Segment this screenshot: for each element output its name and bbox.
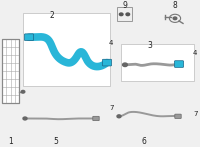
FancyBboxPatch shape (24, 34, 34, 41)
Circle shape (23, 117, 27, 120)
FancyBboxPatch shape (93, 116, 99, 121)
FancyBboxPatch shape (121, 44, 194, 81)
Circle shape (119, 13, 123, 16)
Circle shape (126, 13, 130, 16)
Text: 2: 2 (50, 11, 54, 20)
FancyBboxPatch shape (102, 59, 112, 66)
Circle shape (117, 115, 121, 118)
Text: 5: 5 (54, 137, 58, 146)
Text: 3: 3 (148, 41, 152, 50)
Text: 7: 7 (193, 111, 198, 117)
Circle shape (21, 90, 25, 93)
Circle shape (173, 17, 177, 20)
FancyBboxPatch shape (2, 39, 19, 103)
Text: 4: 4 (193, 50, 197, 56)
FancyBboxPatch shape (174, 61, 184, 67)
Text: 8: 8 (173, 1, 177, 10)
FancyBboxPatch shape (117, 7, 132, 21)
Text: 6: 6 (142, 137, 146, 146)
Text: 4: 4 (109, 40, 113, 46)
FancyBboxPatch shape (23, 13, 110, 86)
Text: 1: 1 (9, 137, 13, 146)
Text: 7: 7 (109, 105, 114, 111)
FancyBboxPatch shape (175, 114, 181, 118)
Text: 9: 9 (122, 1, 127, 10)
Circle shape (123, 63, 127, 67)
